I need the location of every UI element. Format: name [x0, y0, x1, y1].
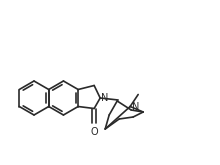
- Text: O: O: [90, 127, 98, 136]
- Text: N: N: [101, 93, 108, 103]
- Text: N: N: [132, 101, 139, 112]
